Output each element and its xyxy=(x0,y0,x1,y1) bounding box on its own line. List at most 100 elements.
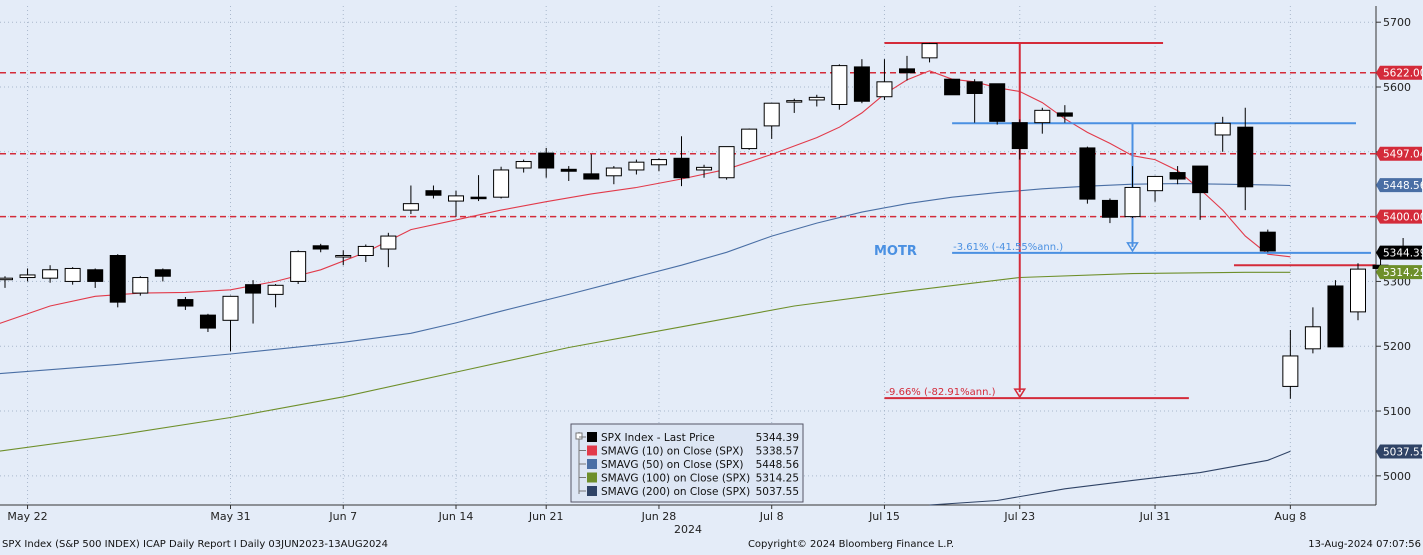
candle-down xyxy=(1259,231,1276,252)
year-label: 2024 xyxy=(674,523,702,536)
candle-up xyxy=(741,128,758,150)
candle-down xyxy=(1079,147,1096,200)
x-tick-label: Jun 28 xyxy=(641,510,677,523)
legend-box xyxy=(570,423,804,503)
drawdown-label: -9.66% (-82.91%ann.) xyxy=(885,387,995,398)
candle-up xyxy=(718,146,735,179)
sma-line-3 xyxy=(929,450,1291,506)
sma-tag-text: 5314.25 xyxy=(1383,267,1423,279)
sma-tag-bg xyxy=(1376,178,1422,193)
sma-tag-text: 5448.56 xyxy=(1383,180,1423,192)
candle-up xyxy=(493,169,510,198)
y-tick-label: 5600 xyxy=(1383,81,1411,94)
candle-up xyxy=(763,102,780,127)
level-tag-text: 5400.00 xyxy=(1383,212,1423,224)
legend: SPX Index - Last Price 5344.39 SMAVG (10) … xyxy=(570,423,804,503)
candle-down xyxy=(1237,126,1254,188)
legend-value: 5344.39 xyxy=(756,432,799,444)
plot-background xyxy=(0,6,1376,505)
level-tag: 5622.00 xyxy=(1376,65,1423,80)
candle-up xyxy=(786,100,803,103)
candle-up xyxy=(831,65,848,106)
candle-down xyxy=(1327,285,1344,348)
candle-up xyxy=(1124,186,1141,218)
candle-down xyxy=(853,66,870,102)
candle-up xyxy=(1350,268,1366,313)
x-tick-label: Jul 31 xyxy=(1139,510,1171,523)
drawdown-arrow xyxy=(1013,388,1027,399)
candle-up xyxy=(1034,109,1051,124)
legend-value: 5314.25 xyxy=(756,473,799,485)
candle-down xyxy=(87,269,104,282)
candle-up xyxy=(1214,122,1231,136)
level-tag-bg xyxy=(1376,65,1422,80)
candle-down xyxy=(312,245,329,250)
candle-down xyxy=(470,196,487,200)
sma-tag-text: 5037.55 xyxy=(1383,447,1423,459)
x-tick-label: Jul 23 xyxy=(1003,510,1035,523)
legend-value: 5338.57 xyxy=(756,446,799,458)
legend-label: SMAVG (200) on Close (SPX) xyxy=(601,486,750,498)
candle-down xyxy=(1056,112,1073,117)
candle-up xyxy=(64,267,81,282)
x-tick-label: Jul 8 xyxy=(759,510,784,523)
legend-value: 5448.56 xyxy=(756,459,800,471)
sma-tag: 5037.55 xyxy=(1376,444,1423,459)
last-price-tag-bg xyxy=(1376,245,1422,260)
candle-down xyxy=(966,81,983,94)
legend-collapse-icon xyxy=(575,432,583,440)
level-tag-bg xyxy=(1376,146,1422,161)
level-tag-bg xyxy=(1376,209,1422,224)
legend-value: 5037.55 xyxy=(756,486,799,498)
x-tick-label: Jun 21 xyxy=(528,510,564,523)
candle-up xyxy=(402,203,419,211)
candle-up xyxy=(380,235,397,250)
legend-swatch xyxy=(587,486,597,496)
level-tag-text: 5497.04 xyxy=(1383,149,1423,161)
candle-up xyxy=(876,81,893,98)
candle-up xyxy=(448,195,464,202)
candle-down xyxy=(989,83,1006,122)
candle-up xyxy=(0,277,13,281)
candle-up xyxy=(650,159,667,166)
motr-label: MOTR xyxy=(874,244,917,259)
candle-up xyxy=(696,166,713,171)
candle-up xyxy=(132,277,149,294)
sma-line-2 xyxy=(0,271,1291,452)
y-tick-label: 5700 xyxy=(1383,16,1411,29)
legend-label: SMAVG (50) on Close (SPX) xyxy=(601,459,744,471)
sma-tag: 5448.56 xyxy=(1376,178,1423,193)
candle-up xyxy=(19,274,36,279)
y-tick-label: 5200 xyxy=(1383,340,1411,353)
sma-line-1 xyxy=(0,183,1291,375)
candle-down xyxy=(199,314,216,329)
candle-down xyxy=(177,299,194,307)
legend-swatch xyxy=(587,432,597,442)
legend-swatch xyxy=(587,472,597,483)
candle-down xyxy=(425,190,442,196)
candle-down xyxy=(560,168,577,172)
candle-down xyxy=(1169,172,1186,180)
candle-up xyxy=(921,43,938,59)
legend-swatch xyxy=(587,445,597,456)
candle-down xyxy=(583,173,600,180)
candle-up xyxy=(515,161,532,169)
footer-right: 13-Aug-2024 07:07:56 xyxy=(1308,539,1421,550)
last-price-tag: 5344.39 xyxy=(1376,245,1423,260)
y-tick-label: 5100 xyxy=(1383,405,1411,418)
candle-down xyxy=(673,157,690,179)
candle-up xyxy=(808,96,825,101)
x-tick-label: Aug 8 xyxy=(1274,510,1306,523)
candle-up xyxy=(290,251,307,282)
candle-down xyxy=(1101,199,1118,218)
candle-down xyxy=(1011,122,1028,150)
x-tick-label: Jul 15 xyxy=(868,510,900,523)
retrace-label: -3.61% (-41.55%ann.) xyxy=(953,242,1063,253)
legend-label: SMAVG (10) on Close (SPX) xyxy=(601,446,744,458)
candle-down xyxy=(1192,165,1209,194)
footer-center: Copyright© 2024 Bloomberg Finance L.P. xyxy=(748,539,954,550)
y-tick-label: 5000 xyxy=(1383,470,1411,483)
sma-tag-bg xyxy=(1376,444,1422,459)
legend-label: SMAVG (100) on Close (SPX) xyxy=(601,473,750,485)
